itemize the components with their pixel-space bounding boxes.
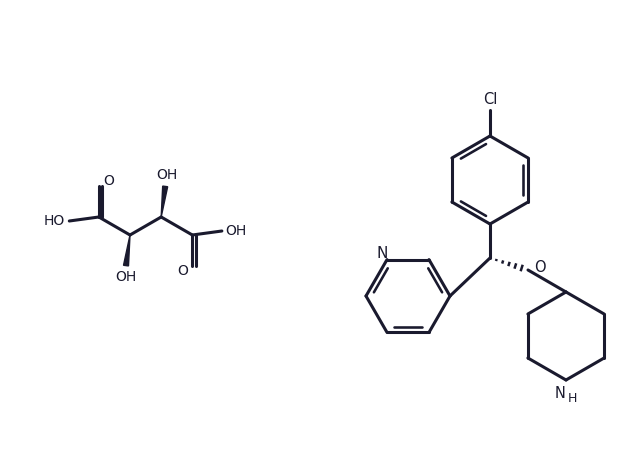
Polygon shape bbox=[124, 235, 130, 266]
Text: O: O bbox=[534, 260, 546, 275]
Text: OH: OH bbox=[157, 168, 178, 182]
Text: H: H bbox=[567, 392, 577, 405]
Text: O: O bbox=[177, 264, 188, 278]
Text: O: O bbox=[104, 174, 115, 188]
Polygon shape bbox=[161, 186, 168, 217]
Text: N: N bbox=[376, 246, 388, 261]
Text: OH: OH bbox=[115, 270, 136, 283]
Text: OH: OH bbox=[225, 224, 246, 238]
Text: HO: HO bbox=[44, 214, 65, 228]
Text: N: N bbox=[555, 386, 565, 401]
Text: Cl: Cl bbox=[483, 92, 497, 107]
